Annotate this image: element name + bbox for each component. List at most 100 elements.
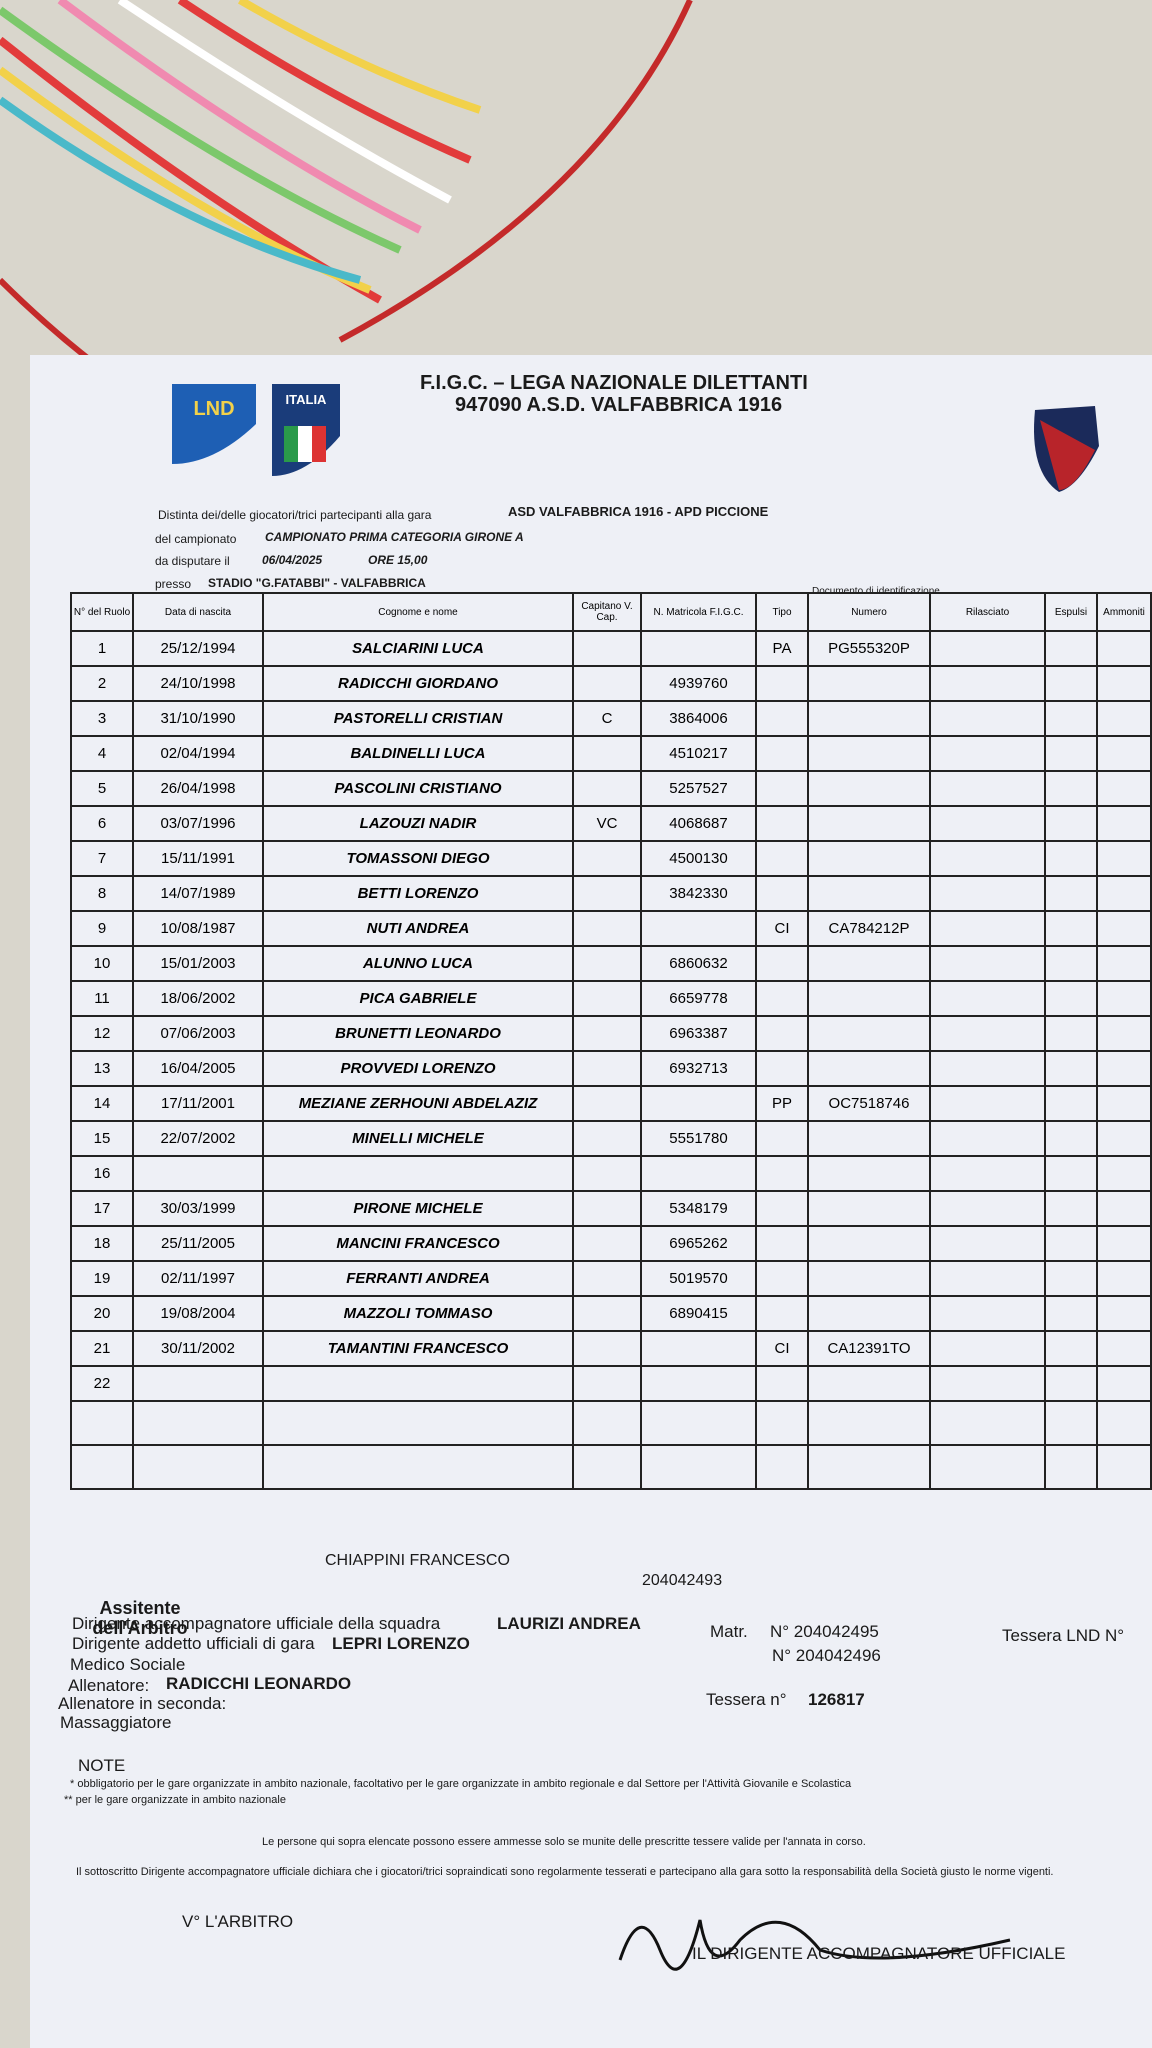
empty-cell xyxy=(1044,1295,1098,1332)
captain xyxy=(572,1444,642,1490)
empty-cell xyxy=(929,1120,1046,1157)
matricola xyxy=(640,910,757,947)
player-row: 11 18/06/2002 PICA GABRIELE 6659778 xyxy=(70,980,1152,1017)
empty-cell xyxy=(929,945,1046,982)
birth-date: 18/06/2002 xyxy=(132,980,264,1017)
arbitro: V° L'ARBITRO xyxy=(182,1912,294,1931)
firma: IL DIRIGENTE ACCOMPAGNATORE UFFICIALE xyxy=(692,1944,1066,1963)
empty-cell xyxy=(1096,1444,1152,1490)
player-name xyxy=(262,1155,574,1192)
doc-number xyxy=(807,1190,931,1227)
player-name: TAMANTINI FRANCESCO xyxy=(262,1330,574,1367)
player-name: BALDINELLI LUCA xyxy=(262,735,574,772)
empty-cell xyxy=(1096,770,1152,807)
doc-number: CA12391TO xyxy=(807,1330,931,1367)
empty-cell xyxy=(1096,980,1152,1017)
logo-italia: ITALIA xyxy=(286,392,328,407)
player-row: 14 17/11/2001 MEZIANE ZERHOUNI ABDELAZIZ PP… xyxy=(70,1085,1152,1122)
captain xyxy=(572,1295,642,1332)
assistant-number: 204042493 xyxy=(642,1572,723,1589)
row-number: 13 xyxy=(70,1050,134,1087)
empty-cell xyxy=(1044,770,1098,807)
empty-cell xyxy=(1096,735,1152,772)
assistant-label: Assitente dell'Arbitro xyxy=(92,1598,188,1638)
column-header: N. Matricola F.I.G.C. xyxy=(640,592,757,632)
column-header: Espulsi xyxy=(1044,592,1098,632)
player-name: SALCIARINI LUCA xyxy=(262,630,574,667)
doc-number xyxy=(807,805,931,842)
dirigente: LAURIZI ANDREA xyxy=(497,1614,641,1633)
captain xyxy=(572,1050,642,1087)
empty-cell xyxy=(1096,1400,1152,1446)
player-row: 13 16/04/2005 PROVVEDI LORENZO 6932713 xyxy=(70,1050,1152,1087)
empty-cell xyxy=(929,665,1046,702)
empty-cell xyxy=(1096,630,1152,667)
empty-cell xyxy=(929,700,1046,737)
column-header: Ammoniti xyxy=(1096,592,1152,632)
empty-cell xyxy=(1096,665,1152,702)
assistant-name: CHIAPPINI FRANCESCO xyxy=(325,1552,510,1569)
captain xyxy=(572,840,642,877)
doc-number xyxy=(807,1155,931,1192)
empty-cell xyxy=(1044,1120,1098,1157)
match: ASD VALFABBRICA 1916 - APD PICCIONE xyxy=(508,504,769,519)
matricola: 5551780 xyxy=(640,1120,757,1157)
row-number: 17 xyxy=(70,1190,134,1227)
matricola: 6659778 xyxy=(640,980,757,1017)
row-number: 18 xyxy=(70,1225,134,1262)
doc-type xyxy=(755,770,809,807)
doc-number xyxy=(807,1050,931,1087)
player-row: 5 26/04/1998 PASCOLINI CRISTIANO 5257527 xyxy=(70,770,1152,807)
captain xyxy=(572,735,642,772)
empty-cell xyxy=(1044,1050,1098,1087)
empty-cell xyxy=(1044,1155,1098,1192)
campionato-label: del campionato xyxy=(155,532,237,546)
player-name: MAZZOLI TOMMASO xyxy=(262,1295,574,1332)
player-name xyxy=(262,1400,574,1446)
birth-date: 30/11/2002 xyxy=(132,1330,264,1367)
empty-cell xyxy=(1096,1050,1152,1087)
row-number: 20 xyxy=(70,1295,134,1332)
empty-cell xyxy=(929,1295,1046,1332)
player-name: FERRANTI ANDREA xyxy=(262,1260,574,1297)
birth-date xyxy=(132,1155,264,1192)
empty-cell xyxy=(1044,1330,1098,1367)
campionato: CAMPIONATO PRIMA CATEGORIA GIRONE A xyxy=(265,530,524,544)
matricola: 6932713 xyxy=(640,1050,757,1087)
column-header: Capitano V. Cap. xyxy=(572,592,642,632)
doc-number: PG555320P xyxy=(807,630,931,667)
row-number: 2 xyxy=(70,665,134,702)
birth-date: 10/08/1987 xyxy=(132,910,264,947)
doc-type: CI xyxy=(755,910,809,947)
player-row: 15 22/07/2002 MINELLI MICHELE 5551780 xyxy=(70,1120,1152,1157)
birth-date: 25/12/1994 xyxy=(132,630,264,667)
birth-date: 25/11/2005 xyxy=(132,1225,264,1262)
row-number: 4 xyxy=(70,735,134,772)
birth-date: 07/06/2003 xyxy=(132,1015,264,1052)
doc-number xyxy=(807,1260,931,1297)
matricola xyxy=(640,1444,757,1490)
empty-cell xyxy=(929,1015,1046,1052)
empty-cell xyxy=(1044,1365,1098,1402)
empty-cell xyxy=(1096,1120,1152,1157)
empty-cell xyxy=(1044,665,1098,702)
doc-number xyxy=(807,700,931,737)
captain xyxy=(572,770,642,807)
empty-cell xyxy=(1044,630,1098,667)
empty-cell xyxy=(1044,735,1098,772)
dirigente-number: N° 204042495 xyxy=(770,1622,879,1641)
empty-cell xyxy=(1096,1330,1152,1367)
captain xyxy=(572,665,642,702)
captain xyxy=(572,1190,642,1227)
player-name: MEZIANE ZERHOUNI ABDELAZIZ xyxy=(262,1085,574,1122)
doc-number xyxy=(807,1015,931,1052)
row-number: 21 xyxy=(70,1330,134,1367)
empty-cell xyxy=(1096,700,1152,737)
column-header: Numero xyxy=(807,592,931,632)
row-number: 8 xyxy=(70,875,134,912)
empty-cell xyxy=(1096,805,1152,842)
birth-date xyxy=(132,1444,264,1490)
column-header: N° del Ruolo xyxy=(70,592,134,632)
row-number xyxy=(70,1400,134,1446)
